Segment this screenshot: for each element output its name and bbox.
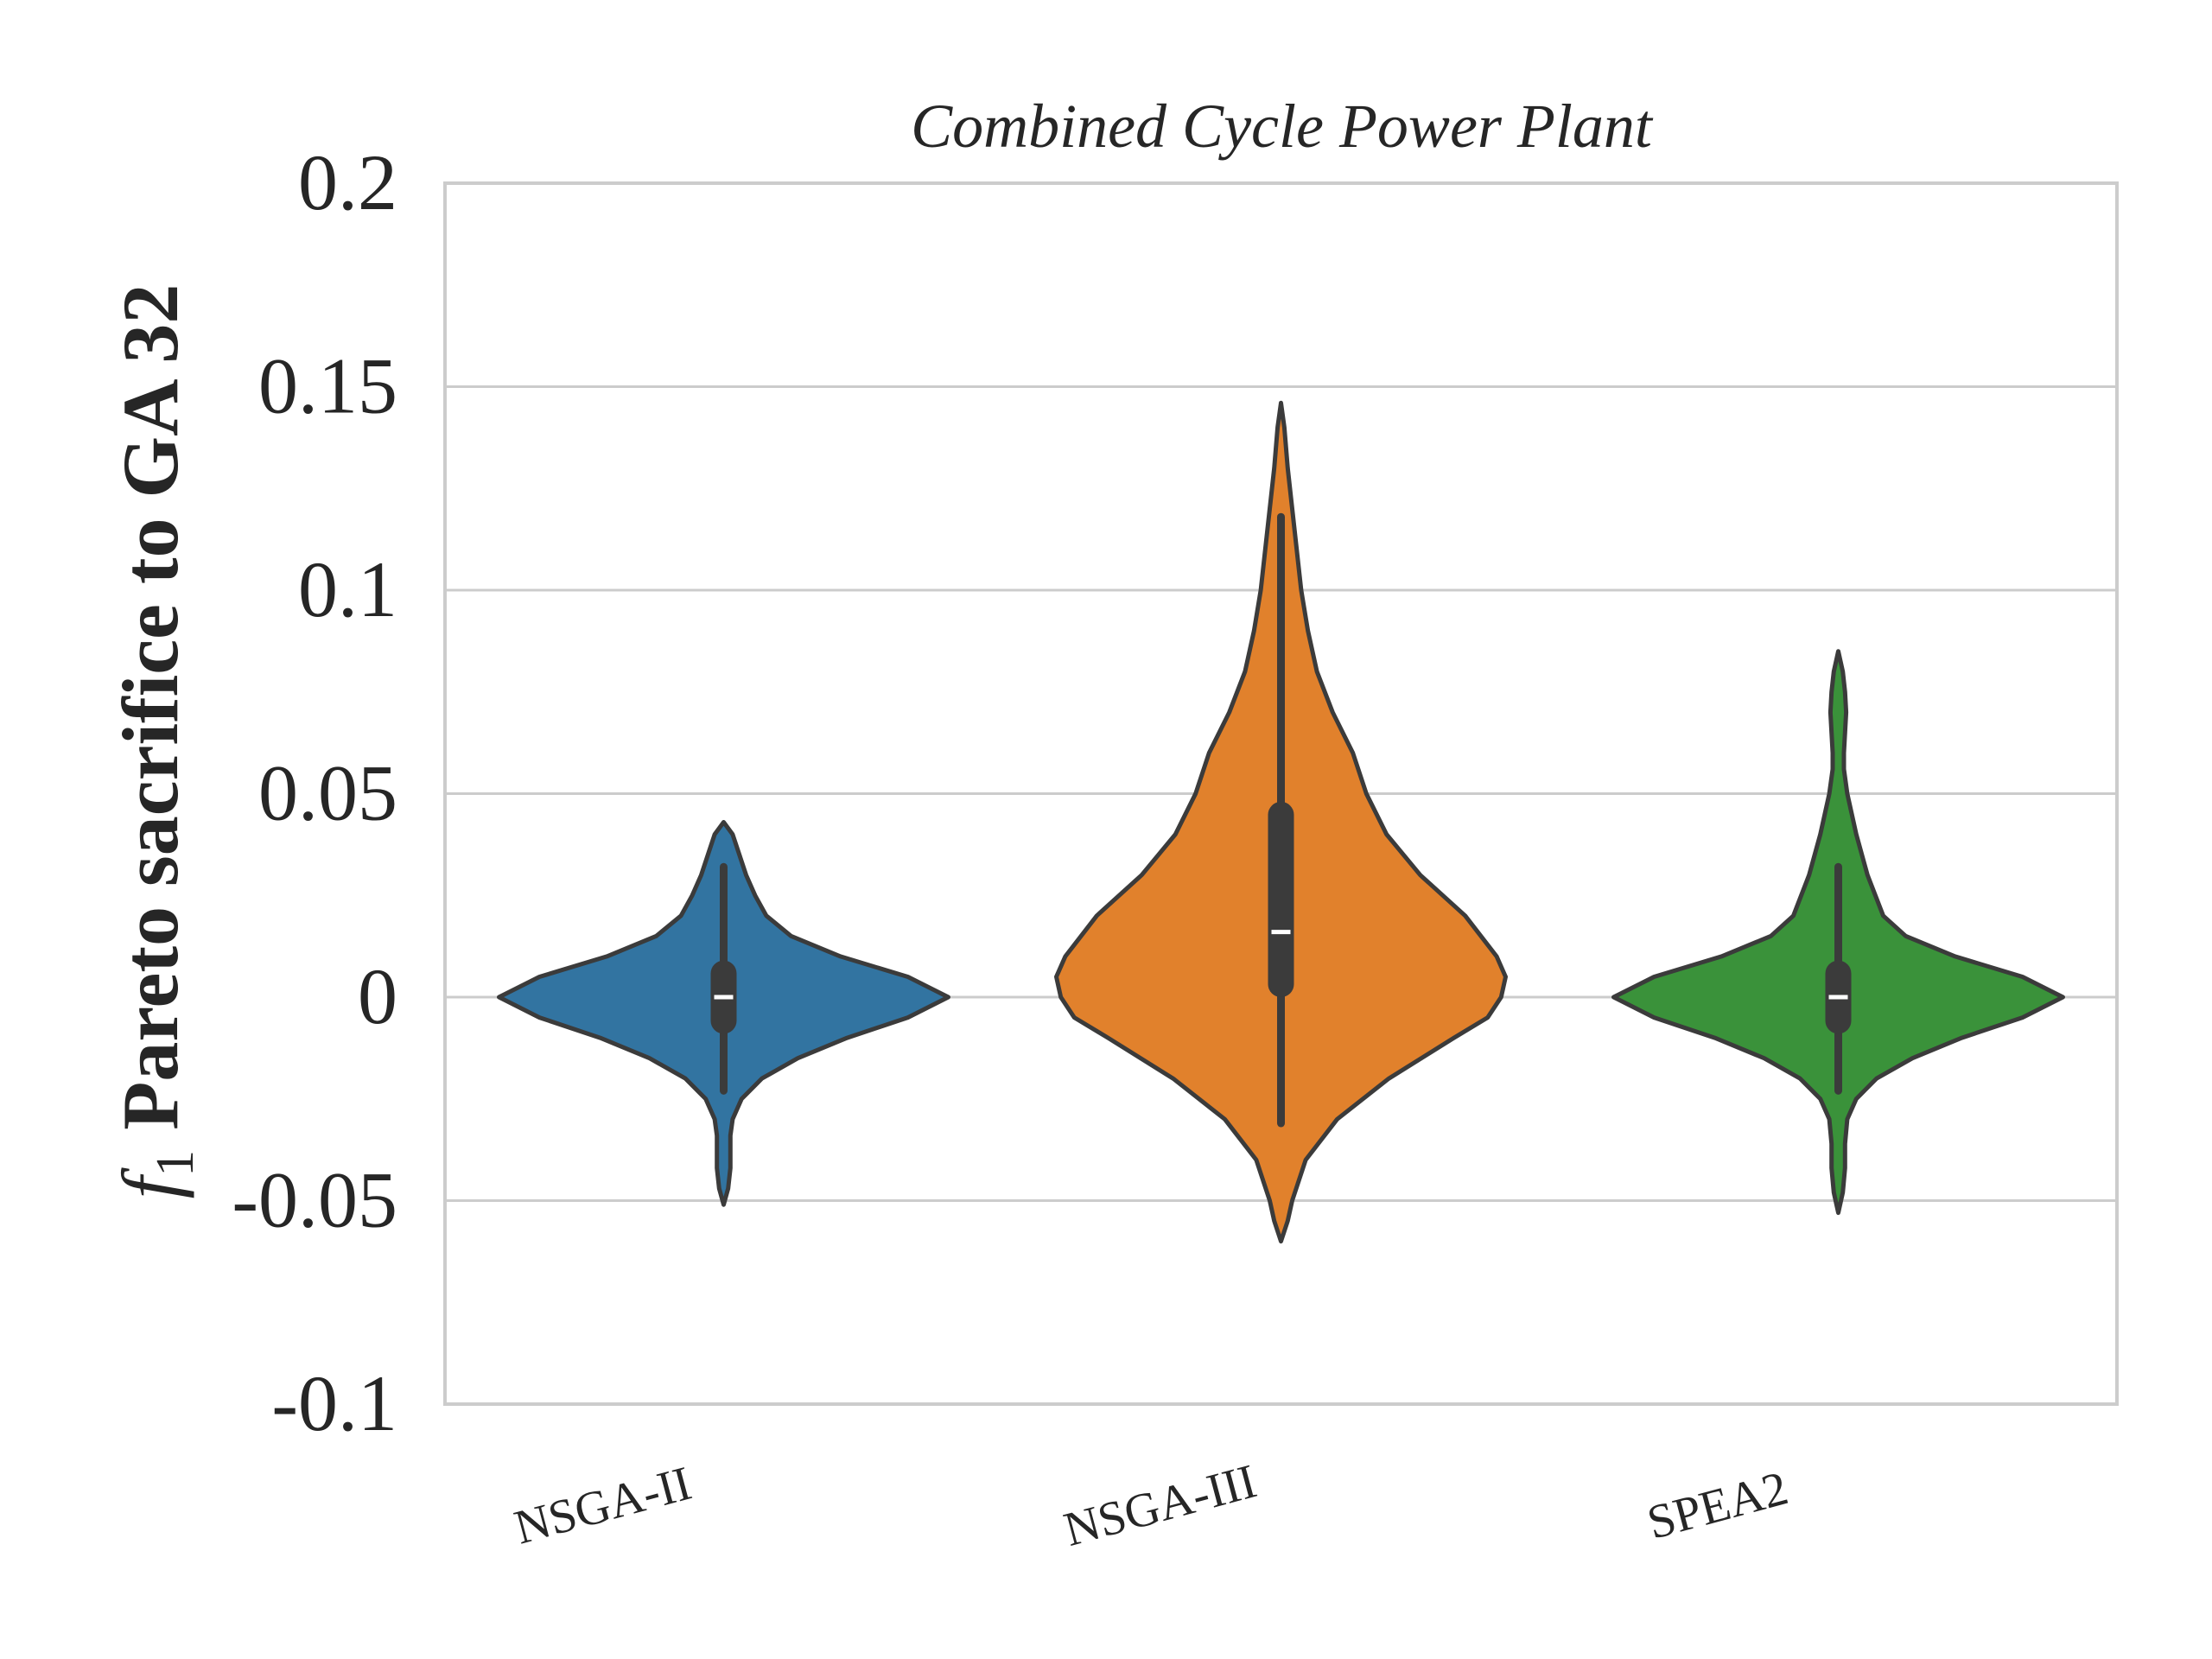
y-axis-label: f1 Pareto sacrifice to GA 32 bbox=[106, 284, 205, 1199]
y-tick-label-2: 0 bbox=[358, 952, 397, 1040]
y-axis-label-subscript: 1 bbox=[146, 1150, 205, 1177]
y-axis-label-text: Pareto sacrifice to GA 32 bbox=[106, 284, 194, 1150]
y-tick-label-0: -0.1 bbox=[271, 1359, 397, 1447]
y-tick-label-1: -0.05 bbox=[232, 1156, 397, 1244]
violin-iqr-box-nsga-iii bbox=[1268, 801, 1294, 997]
violins bbox=[497, 400, 2065, 1244]
plot-frame bbox=[443, 181, 2119, 1406]
y-tick-label-5: 0.15 bbox=[258, 342, 397, 430]
chart-title: Combined Cycle Power Plant bbox=[911, 92, 1654, 161]
y-tick-labels: -0.1 -0.05 0 0.05 0.1 0.15 0.2 bbox=[232, 138, 397, 1447]
y-tick-label-3: 0.05 bbox=[258, 749, 397, 837]
y-tick-label-6: 0.2 bbox=[298, 138, 397, 226]
y-tick-label-4: 0.1 bbox=[298, 545, 397, 633]
